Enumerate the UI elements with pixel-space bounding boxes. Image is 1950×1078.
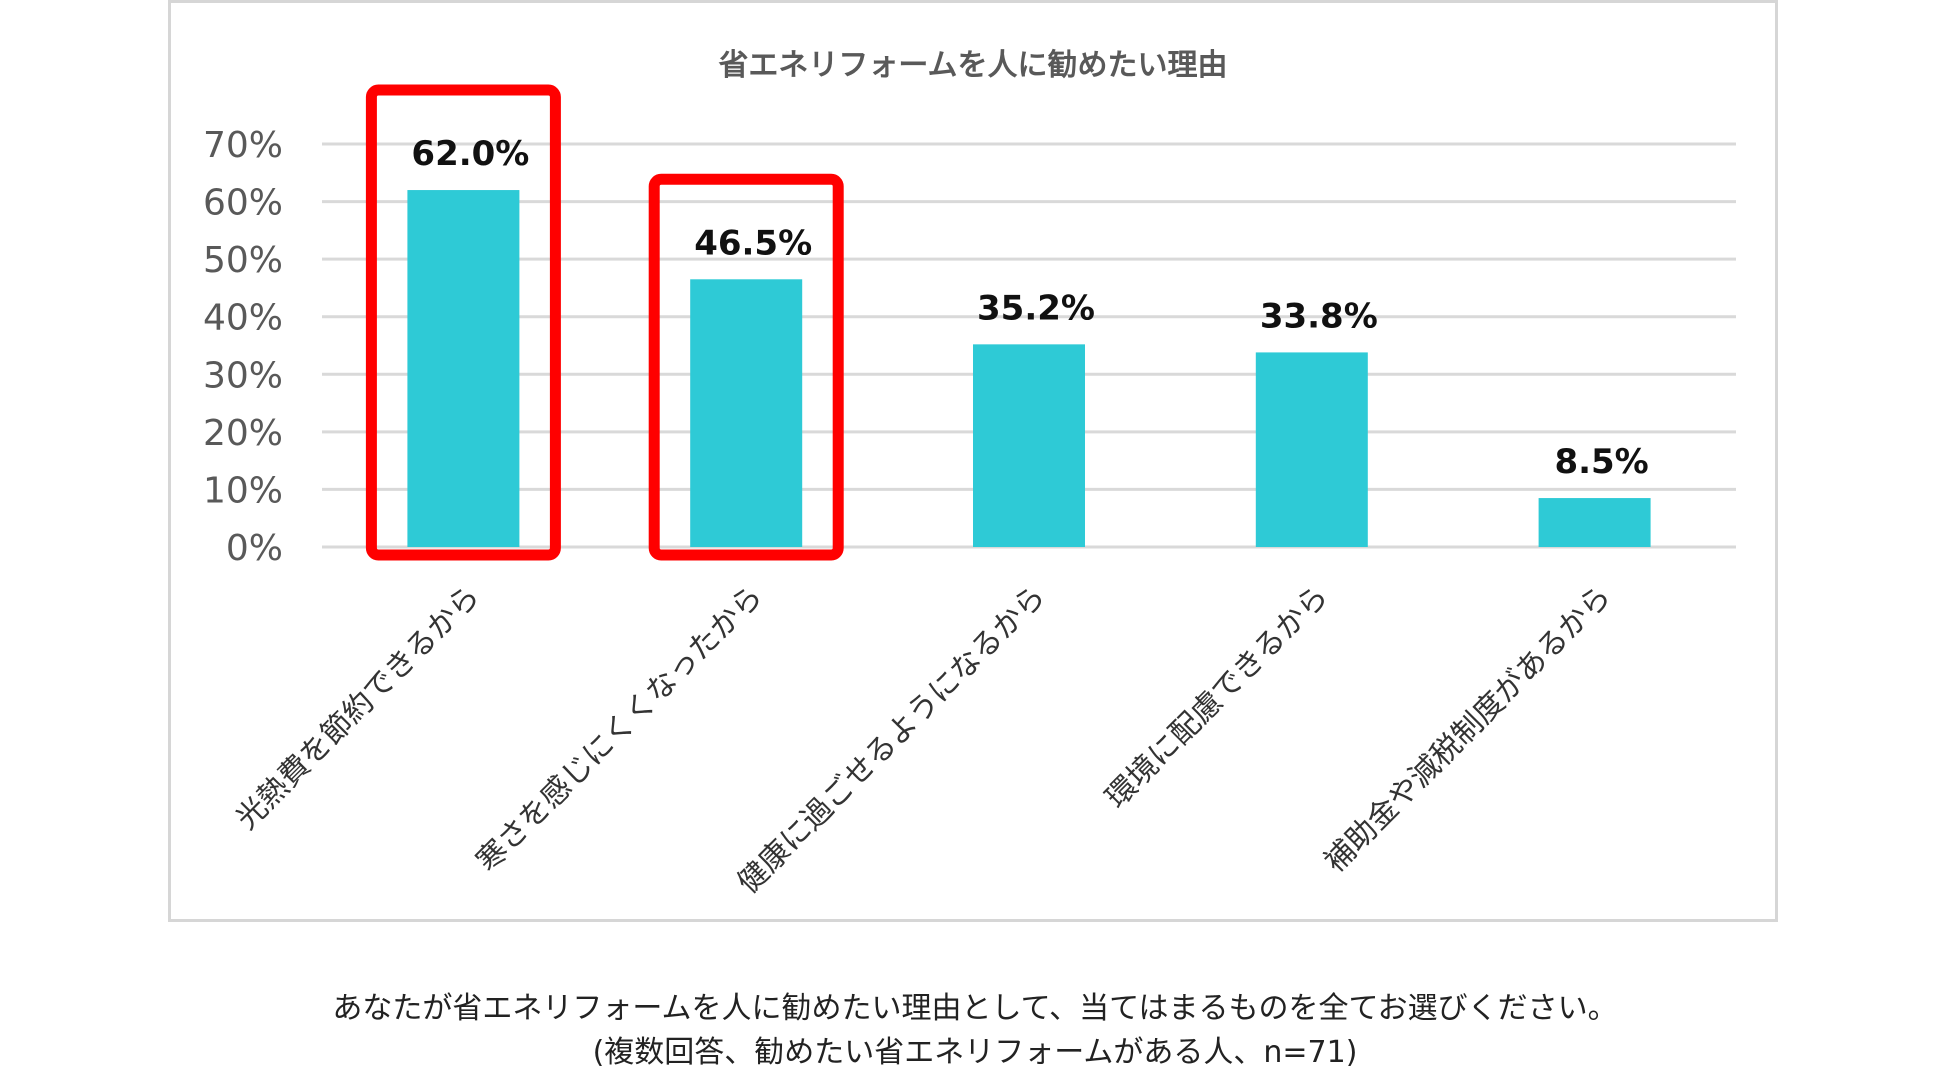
category-label: 補助金や減税制度があるから [1318,579,1619,880]
y-tick-label: 10% [203,470,283,511]
bar [1255,352,1368,547]
y-tick-label: 30% [203,355,283,396]
y-tick-label: 70% [203,125,283,166]
bar [973,344,1085,547]
y-tick-label: 50% [203,240,283,281]
bar-chart: 省エネリフォームを人に勧めたい理由 0% 10% 20% 30% 40% 50% 60% 70… [203,48,1736,901]
highlight-box [365,84,561,561]
category-label: 光熱費を節約できるから [229,579,487,837]
chart-title: 省エネリフォームを人に勧めたい理由 [718,48,1227,83]
bar [1538,498,1651,547]
bar [690,279,803,547]
y-tick-label: 60% [203,183,283,224]
data-label: 46.5% [694,223,812,263]
y-tick-label: 0% [226,528,283,569]
category-label: 環境に配慮できるから [1099,579,1335,815]
category-label: 健康に過ごせるようになるから [731,579,1053,901]
data-label: 35.2% [977,288,1095,328]
bar [407,190,520,548]
highlight-box [648,173,844,561]
y-tick-label: 40% [203,298,283,339]
data-label: 62.0% [411,134,529,174]
data-label: 33.8% [1260,296,1378,336]
data-label: 8.5% [1554,442,1648,482]
y-tick-label: 20% [203,413,283,454]
sample-note: (複数回答、勧めたい省エネリフォームがある人、n=71) [592,1035,1358,1070]
category-label: 寒さを感じにくくなったから [470,579,770,879]
question-text: あなたが省エネリフォームを人に勧めたい理由として、当てはまるものを全てお選びくだ… [332,991,1618,1026]
